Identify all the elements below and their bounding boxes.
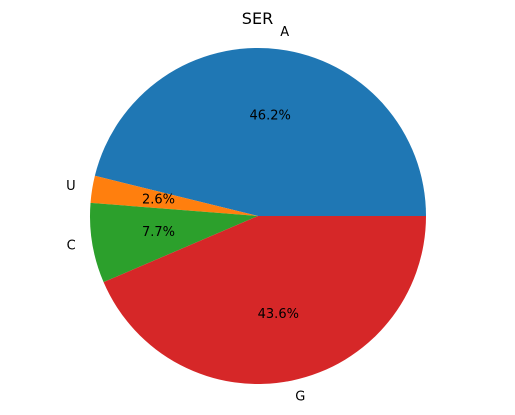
slice-pct-g: 43.6% xyxy=(258,307,299,322)
slice-label-c: C xyxy=(67,239,76,254)
pie-slice-g xyxy=(103,216,427,385)
slice-label-g: G xyxy=(295,390,305,405)
pie-slice-a xyxy=(94,47,426,216)
pie-labels: A 46.2% U 2.6% C 7.7% G 43.6% xyxy=(66,25,305,405)
slice-pct-a: 46.2% xyxy=(250,108,291,123)
pie-slice-u xyxy=(90,175,259,216)
chart-title: SER xyxy=(242,9,273,28)
slice-label-a: A xyxy=(280,25,289,40)
pie-slice-c xyxy=(90,202,258,283)
slice-pct-c: 7.7% xyxy=(142,225,175,240)
pie-slices xyxy=(90,47,427,385)
slice-label-u: U xyxy=(66,179,76,194)
slice-pct-u: 2.6% xyxy=(142,192,175,207)
